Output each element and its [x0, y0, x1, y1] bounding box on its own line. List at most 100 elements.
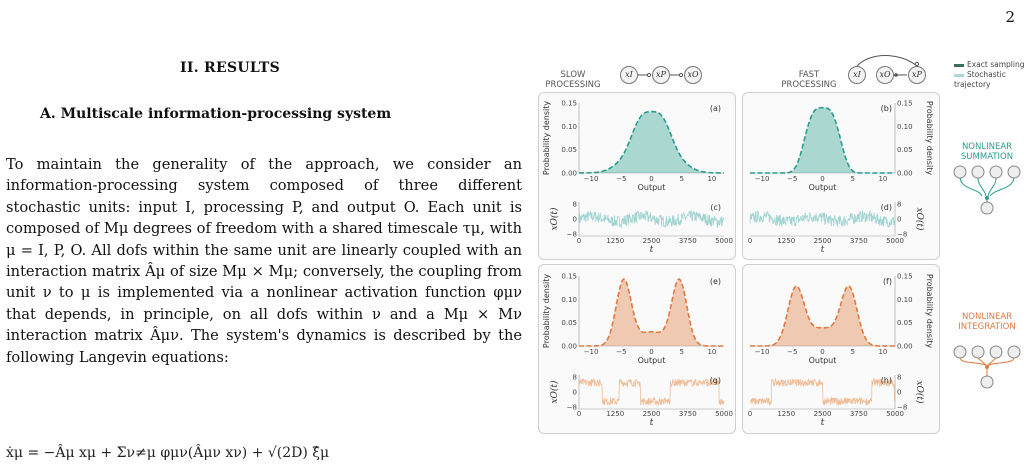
tick-label: 0.15 [897, 273, 913, 281]
panel-box-top-left [538, 92, 736, 260]
legend-swatch-stochastic [954, 73, 964, 77]
tick-label: 5 [679, 175, 683, 183]
tick-label: 8 [573, 374, 577, 382]
panel-letter: (b) [881, 104, 892, 113]
density-curve [579, 278, 724, 347]
tick-label: 0.10 [561, 296, 577, 304]
tick-label: 0.05 [897, 146, 913, 154]
tick-label: 0 [573, 216, 577, 224]
tick-label: 0.05 [897, 319, 913, 327]
tick-label: 5 [679, 348, 683, 356]
tick-label: 1250 [606, 410, 624, 418]
tick-label: 0.15 [561, 273, 577, 281]
tick-label: 0 [820, 348, 824, 356]
summation-network [953, 165, 1021, 215]
network-diagrams [953, 165, 1021, 389]
tick-label: −5 [616, 175, 626, 183]
tick-label: −10 [755, 175, 770, 183]
tick-label: 5000 [886, 410, 904, 418]
x-axis-label: Output [809, 183, 837, 192]
integration-network [953, 345, 1021, 389]
trajectory-line [578, 377, 725, 407]
tick-label: −5 [787, 175, 797, 183]
density-area [750, 107, 895, 173]
tick-label: 3750 [679, 237, 697, 245]
node-xi-slow: xI [620, 66, 638, 84]
y-axis-label: Probability density [925, 274, 934, 348]
tick-label: 0 [897, 389, 901, 397]
tick-label: 0.15 [897, 100, 913, 108]
panel-letter: (h) [881, 376, 892, 385]
node-xo-slow: xO [684, 66, 702, 84]
y-axis-label: xO(t) [914, 207, 925, 231]
tick-label: 2500 [814, 410, 832, 418]
tick-label: 0 [577, 237, 581, 245]
tick-label: 0 [649, 348, 653, 356]
tick-label: 1250 [606, 237, 624, 245]
tick-label: 0.00 [897, 170, 913, 178]
tick-label: 0.00 [897, 343, 913, 351]
y-axis-label: Probability density [542, 274, 551, 348]
density-curve [750, 285, 895, 347]
tick-label: 3750 [850, 410, 868, 418]
tick-label: 0 [748, 410, 752, 418]
tick-label: −5 [616, 348, 626, 356]
density-curve [750, 106, 895, 174]
tick-label: 0.10 [897, 296, 913, 304]
trajectory-line [578, 210, 725, 229]
header-connectors [638, 55, 920, 78]
panel-letter: (c) [710, 203, 721, 212]
x-axis-label: t [821, 245, 825, 255]
tick-label: 0.10 [897, 123, 913, 131]
tick-label: 0 [573, 389, 577, 397]
x-axis-label: Output [809, 356, 837, 365]
tick-label: 0.05 [561, 319, 577, 327]
figure-plots: −10 −5 0 5 10 0.00 0.05 0.10 0.15 (a) Output Probab… [542, 100, 934, 429]
tick-label: −10 [584, 175, 599, 183]
tick-label: −8 [897, 404, 907, 412]
node-xp-fast: xP [908, 66, 926, 84]
tick-label: 3750 [679, 410, 697, 418]
panel-letter: (e) [710, 277, 721, 286]
y-axis-label: xO(t) [549, 380, 560, 404]
tick-label: 0.00 [561, 343, 577, 351]
tick-label: 2500 [643, 410, 661, 418]
tick-label: −8 [567, 404, 577, 412]
node-xi-fast: xI [848, 66, 866, 84]
panel-letter: (d) [881, 203, 892, 212]
y-axis-label: xO(t) [549, 207, 560, 231]
legend-item-stochastic: Stochastic trajectory [954, 70, 1029, 90]
subsection-heading: A. Multiscale information-processing sys… [40, 106, 392, 122]
tick-label: 2500 [643, 237, 661, 245]
legend-label-exact: Exact sampling [967, 60, 1025, 69]
tick-label: 10 [707, 348, 716, 356]
tick-label: 1250 [777, 410, 795, 418]
panel-box-bottom-right [742, 264, 940, 434]
tick-label: 8 [897, 374, 901, 382]
integration-label: NONLINEAR INTEGRATION [958, 312, 1016, 332]
trajectory-line [749, 377, 896, 406]
legend-swatch-exact [954, 63, 964, 67]
panel-box-bottom-left [538, 264, 736, 434]
legend-item-exact: Exact sampling [954, 60, 1029, 70]
tick-label: 2500 [814, 237, 832, 245]
tick-label: 0.05 [561, 146, 577, 154]
panel-box-top-right [742, 92, 940, 260]
node-xp-slow: xP [652, 66, 670, 84]
trajectory-line [749, 209, 896, 228]
tick-label: 5000 [886, 237, 904, 245]
figure: SLOW PROCESSING xI xP xO FAST PROCESSING… [530, 0, 1029, 465]
tick-label: 10 [878, 348, 887, 356]
density-area [579, 279, 724, 346]
tick-label: 5 [850, 175, 854, 183]
tick-label: 0 [897, 216, 901, 224]
tick-label: 8 [573, 201, 577, 209]
page-number: 2 [1005, 8, 1015, 26]
tick-label: 0 [820, 175, 824, 183]
tick-label: −8 [567, 231, 577, 239]
tick-label: 0.00 [561, 170, 577, 178]
equation-fragment: ẋμ = −Âμ xμ + Σν≠μ φμν(Âμν xν) + √(2D) ξ… [6, 445, 330, 461]
tick-label: 0 [577, 410, 581, 418]
tick-label: −5 [787, 348, 797, 356]
panel-letter: (a) [710, 104, 721, 113]
